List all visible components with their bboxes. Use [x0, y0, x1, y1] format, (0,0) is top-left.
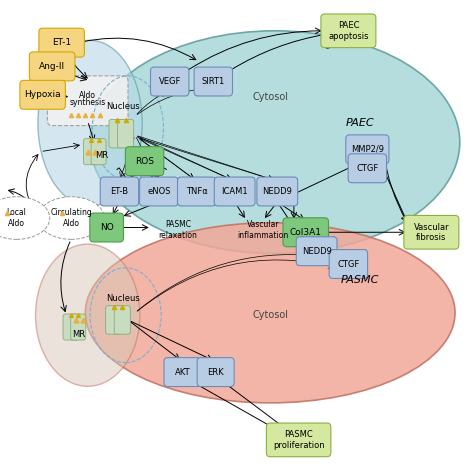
Ellipse shape [0, 197, 50, 239]
Text: Circulating
Aldo: Circulating Aldo [50, 209, 92, 228]
Text: NO: NO [100, 223, 114, 232]
Text: ROS: ROS [135, 157, 154, 165]
Text: Vascular
fibrosis: Vascular fibrosis [413, 223, 449, 242]
FancyBboxPatch shape [47, 76, 128, 126]
Text: Nucleus: Nucleus [106, 294, 140, 303]
Text: MR: MR [72, 330, 85, 338]
FancyBboxPatch shape [151, 67, 189, 96]
FancyBboxPatch shape [20, 81, 65, 109]
FancyBboxPatch shape [118, 119, 134, 148]
FancyBboxPatch shape [348, 154, 387, 182]
Text: Col3A1: Col3A1 [290, 228, 322, 237]
Text: SIRT1: SIRT1 [201, 77, 225, 86]
FancyBboxPatch shape [71, 314, 86, 340]
Text: PASMC
relaxation: PASMC relaxation [158, 220, 197, 239]
Text: Cytosol: Cytosol [252, 310, 288, 320]
Ellipse shape [36, 244, 140, 386]
FancyBboxPatch shape [39, 28, 84, 57]
FancyBboxPatch shape [194, 67, 232, 96]
Text: PAEC
apoptosis: PAEC apoptosis [328, 21, 369, 40]
Text: Aldo: Aldo [79, 91, 96, 100]
Text: Vascular
inflammation: Vascular inflammation [237, 220, 289, 239]
FancyBboxPatch shape [83, 138, 99, 165]
Text: ET-B: ET-B [110, 187, 128, 196]
FancyBboxPatch shape [197, 357, 234, 387]
Text: Nucleus: Nucleus [106, 102, 140, 111]
FancyBboxPatch shape [329, 250, 368, 279]
Ellipse shape [38, 40, 142, 206]
Text: PASMC: PASMC [341, 274, 379, 285]
Text: synthesis: synthesis [70, 99, 106, 107]
FancyBboxPatch shape [63, 314, 78, 340]
FancyBboxPatch shape [125, 147, 164, 175]
Text: NEDD9: NEDD9 [301, 247, 332, 255]
Text: CTGF: CTGF [337, 260, 359, 268]
FancyBboxPatch shape [106, 306, 122, 334]
Text: Cytosol: Cytosol [252, 92, 288, 102]
FancyBboxPatch shape [29, 52, 75, 81]
Ellipse shape [38, 197, 104, 239]
Text: ET-1: ET-1 [52, 38, 71, 47]
Text: NEDD9: NEDD9 [262, 187, 292, 196]
FancyBboxPatch shape [90, 213, 123, 242]
Ellipse shape [85, 223, 455, 403]
Text: PASMC
proliferation: PASMC proliferation [273, 430, 324, 449]
Text: eNOS: eNOS [147, 187, 171, 196]
FancyBboxPatch shape [321, 14, 376, 47]
Text: MR: MR [95, 151, 109, 160]
Text: PAEC: PAEC [346, 118, 374, 128]
FancyBboxPatch shape [214, 177, 255, 206]
Text: ERK: ERK [207, 368, 224, 376]
FancyBboxPatch shape [164, 357, 201, 387]
FancyBboxPatch shape [109, 119, 125, 148]
Text: CTGF: CTGF [356, 164, 378, 173]
FancyBboxPatch shape [296, 237, 337, 265]
Text: TNFα: TNFα [186, 187, 208, 196]
FancyBboxPatch shape [266, 423, 331, 457]
Text: VEGF: VEGF [158, 77, 181, 86]
Text: Hypoxia: Hypoxia [24, 91, 61, 99]
Text: Local
Aldo: Local Aldo [7, 209, 27, 228]
FancyBboxPatch shape [346, 135, 389, 164]
Text: ICAM1: ICAM1 [221, 187, 248, 196]
FancyBboxPatch shape [91, 138, 106, 165]
Text: AKT: AKT [175, 368, 190, 376]
FancyBboxPatch shape [257, 177, 298, 206]
FancyBboxPatch shape [139, 177, 178, 206]
Text: MMP2/9: MMP2/9 [351, 145, 384, 154]
FancyBboxPatch shape [114, 306, 130, 334]
FancyBboxPatch shape [100, 177, 138, 206]
Text: Ang-II: Ang-II [39, 62, 65, 71]
Ellipse shape [90, 31, 460, 254]
FancyBboxPatch shape [404, 215, 459, 249]
FancyBboxPatch shape [283, 218, 328, 247]
FancyBboxPatch shape [177, 177, 216, 206]
